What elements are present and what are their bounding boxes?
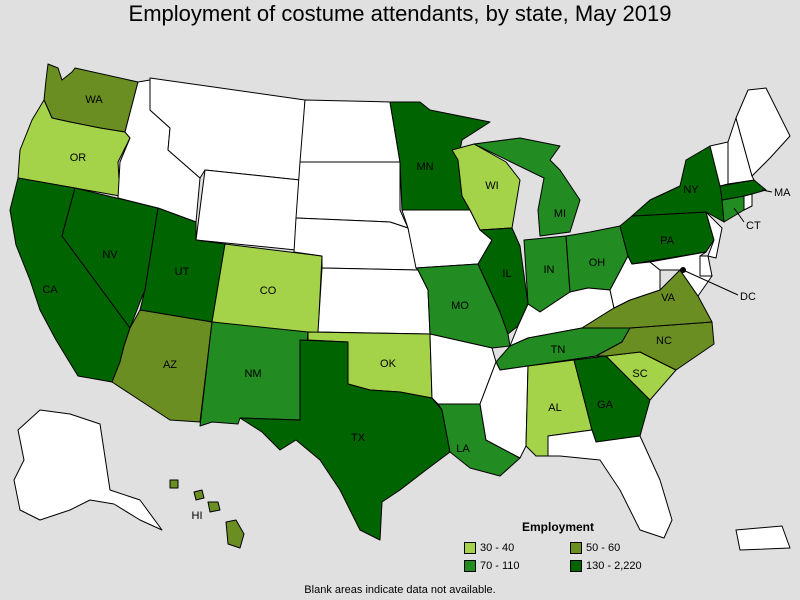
label-MO: MO — [451, 300, 469, 312]
state-HI[interactable] — [225, 519, 245, 549]
legend-label: 30 - 40 — [480, 542, 515, 554]
state-FL[interactable] — [535, 429, 673, 539]
dc-leader-line — [682, 269, 739, 296]
label-WA: WA — [85, 94, 103, 106]
state-ME[interactable] — [735, 87, 791, 177]
state-ND[interactable] — [299, 99, 401, 163]
state-NJ[interactable] — [705, 211, 723, 259]
state-RI[interactable] — [743, 193, 753, 211]
legend-title: Employment — [522, 520, 595, 534]
state-AK[interactable] — [13, 409, 163, 531]
label-NM: NM — [244, 368, 261, 380]
state-IL[interactable] — [477, 227, 529, 335]
state-HI-islands-2[interactable] — [207, 501, 221, 513]
state-HI-islands[interactable] — [193, 489, 205, 501]
label-DC: DC — [740, 291, 756, 303]
label-MI: MI — [554, 208, 566, 220]
state-PR[interactable] — [735, 525, 791, 551]
label-IN: IN — [544, 264, 555, 276]
label-LA: LA — [456, 443, 470, 455]
label-NC: NC — [656, 335, 672, 347]
state-TX[interactable] — [239, 339, 451, 541]
label-GA: GA — [597, 399, 614, 411]
label-NY: NY — [683, 184, 699, 196]
state-DE[interactable] — [699, 255, 713, 277]
label-WI: WI — [485, 180, 498, 192]
state-HI-islands-3[interactable] — [169, 479, 179, 489]
state-MD[interactable] — [649, 251, 713, 297]
state-KS[interactable] — [317, 267, 431, 335]
legend-label: 130 - 2,220 — [586, 560, 642, 572]
legend-label: 50 - 60 — [586, 542, 621, 554]
label-OK: OK — [380, 358, 397, 370]
state-NY[interactable] — [631, 145, 725, 223]
state-SD[interactable] — [295, 161, 409, 229]
legend-swatch — [570, 560, 582, 573]
state-NC[interactable] — [595, 321, 715, 371]
state-OR[interactable] — [17, 99, 131, 197]
label-CO: CO — [260, 285, 277, 297]
ma-leader-line — [761, 189, 773, 193]
label-PA: PA — [660, 235, 675, 247]
label-AZ: AZ — [163, 359, 177, 371]
legend: Employment 30 - 40 50 - 60 70 - 110 130 … — [464, 520, 664, 576]
state-MI[interactable] — [473, 137, 581, 237]
legend-swatch — [464, 560, 476, 573]
label-SC: SC — [632, 368, 647, 380]
label-UT: UT — [175, 266, 190, 278]
label-MN: MN — [416, 161, 433, 173]
legend-item-2: 50 - 60 — [570, 542, 621, 555]
ct-leader-line — [733, 207, 745, 223]
label-CT: CT — [746, 220, 761, 232]
legend-swatch — [464, 542, 476, 555]
label-CA: CA — [42, 284, 58, 296]
legend-item-3: 70 - 110 — [464, 560, 520, 573]
label-MA: MA — [774, 187, 791, 199]
label-NV: NV — [102, 249, 118, 261]
label-HI: HI — [192, 510, 203, 522]
legend-item-4: 130 - 2,220 — [570, 560, 642, 573]
label-VA: VA — [661, 292, 676, 304]
label-OR: OR — [70, 152, 87, 164]
label-TN: TN — [551, 344, 566, 356]
legend-item-1: 30 - 40 — [464, 542, 515, 555]
footnote: Blank areas indicate data not available. — [304, 584, 496, 596]
state-WY[interactable] — [195, 169, 301, 251]
legend-label: 70 - 110 — [480, 560, 520, 572]
label-TX: TX — [351, 432, 366, 444]
label-OH: OH — [589, 257, 606, 269]
label-IL: IL — [502, 268, 511, 280]
state-NH[interactable] — [727, 117, 755, 185]
legend-swatch — [570, 542, 582, 555]
label-AL: AL — [548, 402, 561, 414]
map-title: Employment of costume attendants, by sta… — [128, 1, 672, 26]
